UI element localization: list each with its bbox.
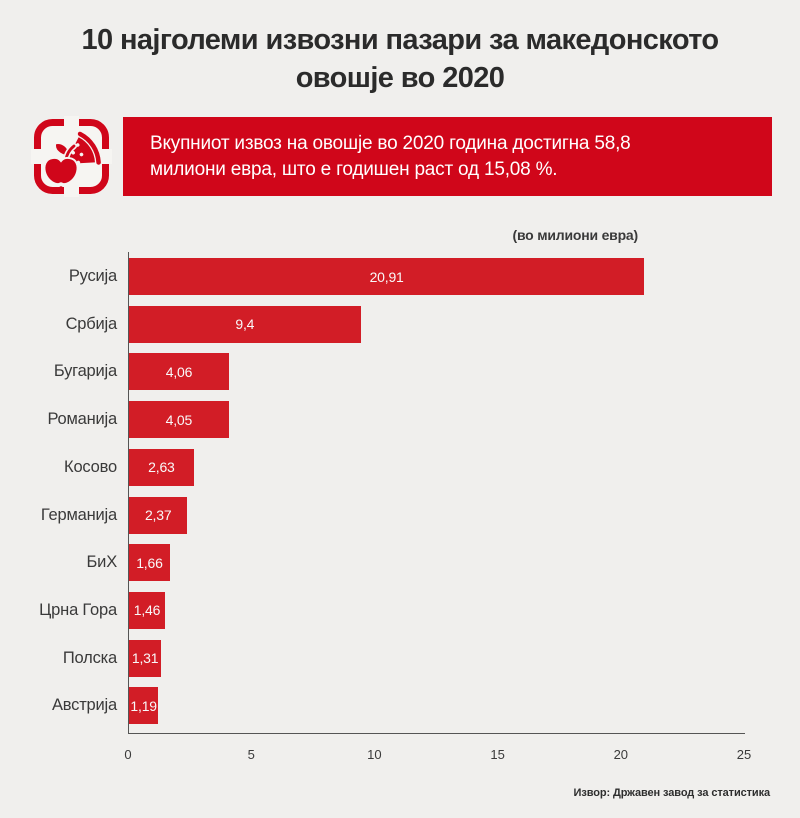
bar-value-label: 20,91 — [369, 268, 404, 285]
bar-value-label: 1,66 — [136, 554, 163, 571]
category-label: Црна Гора — [39, 600, 117, 619]
bar-value-label: 4,06 — [165, 363, 193, 380]
bar-value-label: 1,46 — [133, 602, 161, 619]
page-title-line1: 10 најголеми извозни пазари за македонск… — [81, 24, 719, 56]
x-tick-label: 20 — [613, 747, 629, 762]
bar-value-label: 2,37 — [144, 507, 172, 523]
unit-note: (во милиони евра) — [512, 227, 639, 243]
category-label: Косово — [64, 457, 117, 476]
bar: 1,46 — [129, 591, 165, 629]
category-label: Бугарија — [53, 362, 117, 381]
bar-value-label: 1,31 — [131, 650, 159, 667]
x-tick-label: 0 — [124, 747, 132, 762]
x-tick-label: 25 — [736, 747, 752, 762]
x-tick-label: 10 — [367, 747, 382, 762]
x-tick-label: 5 — [247, 747, 255, 762]
x-tick-label: 15 — [490, 747, 505, 762]
bar: 1,66 — [129, 544, 170, 582]
page-title-line2: овошје во 2020 — [295, 62, 505, 94]
callout-text-line1: Вкупниот извоз на овошје во 2020 година … — [150, 132, 631, 154]
bar: 2,63 — [129, 448, 194, 486]
bar-value-label: 1,19 — [130, 697, 157, 714]
fruit-icon — [31, 116, 112, 197]
plot-area: 20,91 9,4 4,06 4,05 2,63 2,37 1,66 1,46 1,31 1,19 — [128, 252, 745, 734]
callout-text-line2: милиони евра, што е годишен раст од 15,0… — [150, 158, 558, 180]
bar: 4,05 — [129, 401, 229, 439]
category-label: Полска — [62, 648, 117, 667]
bar: 9,4 — [129, 305, 361, 343]
bar: 20,91 — [129, 258, 645, 295]
category-label: Романија — [47, 410, 117, 429]
category-label: БиХ — [86, 553, 118, 572]
callout-banner: Вкупниот извоз на овошје во 2020 година … — [123, 117, 772, 196]
category-label: Австрија — [51, 696, 117, 715]
bar: 4,06 — [129, 353, 230, 391]
bar: 1,31 — [129, 639, 162, 677]
bar-value-label: 9,4 — [235, 316, 255, 333]
category-labels: Русија Србија Бугарија Романија Косово Герман… — [0, 252, 117, 733]
page-title: 10 најголеми извозни пазари за македонск… — [0, 21, 800, 97]
source-note: Извор: Државен завод за статистика — [573, 787, 771, 799]
category-label: Русија — [68, 267, 117, 285]
category-label: Германија — [40, 505, 117, 524]
bar-value-label: 2,63 — [148, 459, 175, 476]
bar-value-label: 4,05 — [165, 411, 193, 428]
category-label: Србија — [65, 314, 118, 333]
bar: 2,37 — [129, 496, 188, 534]
bar: 1,19 — [129, 687, 159, 725]
x-axis: 0 5 10 15 20 25 — [124, 747, 751, 765]
